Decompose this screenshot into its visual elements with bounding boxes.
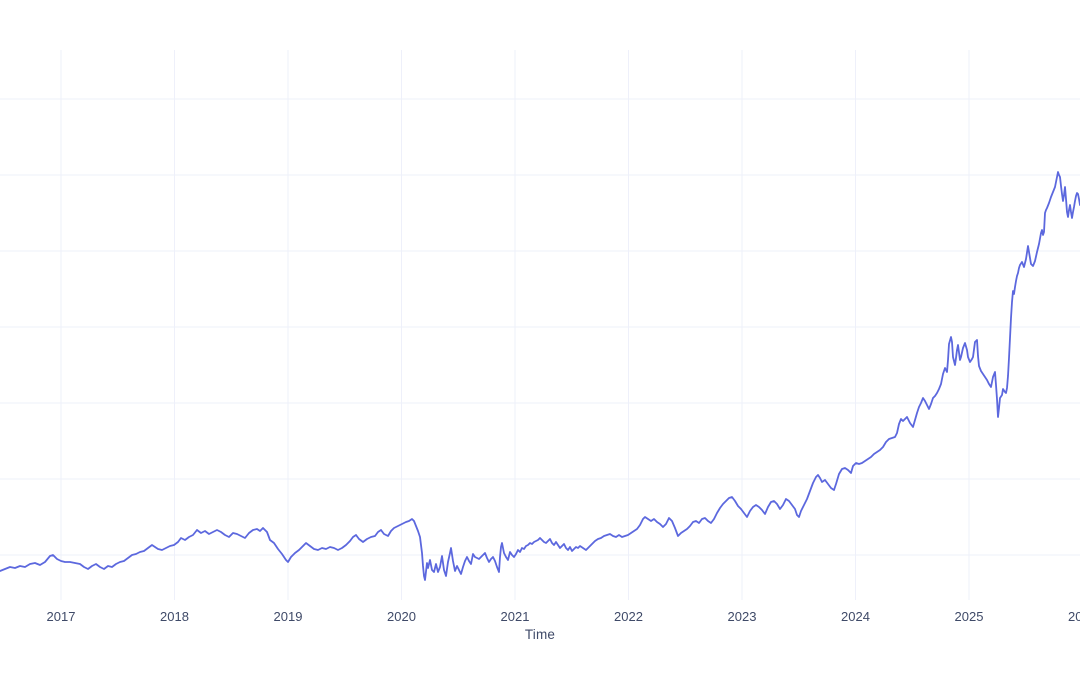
x-tick-label-2025: 2025: [955, 609, 984, 624]
x-tick-label-2024: 2024: [841, 609, 870, 624]
x-tick-label-2021: 2021: [501, 609, 530, 624]
x-tick-label-2022: 2022: [614, 609, 643, 624]
x-tick-label-2026: 2026: [1068, 609, 1080, 624]
x-tick-label-2018: 2018: [160, 609, 189, 624]
series-line: [0, 171, 1080, 581]
x-axis-title: Time: [524, 627, 556, 642]
x-tick-label-2020: 2020: [387, 609, 416, 624]
x-tick-label-2017: 2017: [47, 609, 76, 624]
x-tick-label-2023: 2023: [728, 609, 757, 624]
x-tick-label-2019: 2019: [274, 609, 303, 624]
